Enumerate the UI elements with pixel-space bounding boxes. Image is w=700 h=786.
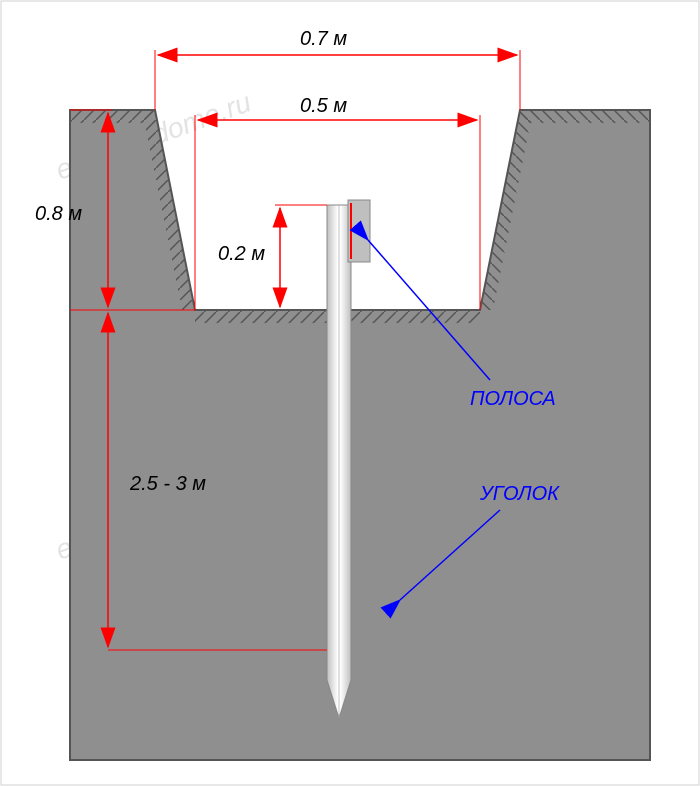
dim-rod-above: 0.2 м bbox=[218, 205, 327, 307]
svg-text:0.2 м: 0.2 м bbox=[218, 243, 265, 265]
rod-angle bbox=[327, 205, 351, 718]
diagram-svg: electricvdome.ru electricvdome.ru electr… bbox=[0, 0, 700, 786]
hatch-top-right bbox=[520, 110, 650, 123]
svg-text:0.5 м: 0.5 м bbox=[300, 95, 347, 117]
svg-text:ПОЛОСА: ПОЛОСА bbox=[470, 388, 556, 410]
svg-text:2.5 - 3 м: 2.5 - 3 м bbox=[129, 473, 206, 495]
svg-text:0.8 м: 0.8 м bbox=[35, 203, 82, 225]
svg-text:УГОЛОК: УГОЛОК bbox=[479, 483, 560, 505]
hatch-top-left bbox=[70, 110, 155, 123]
svg-text:0.7 м: 0.7 м bbox=[300, 28, 347, 50]
